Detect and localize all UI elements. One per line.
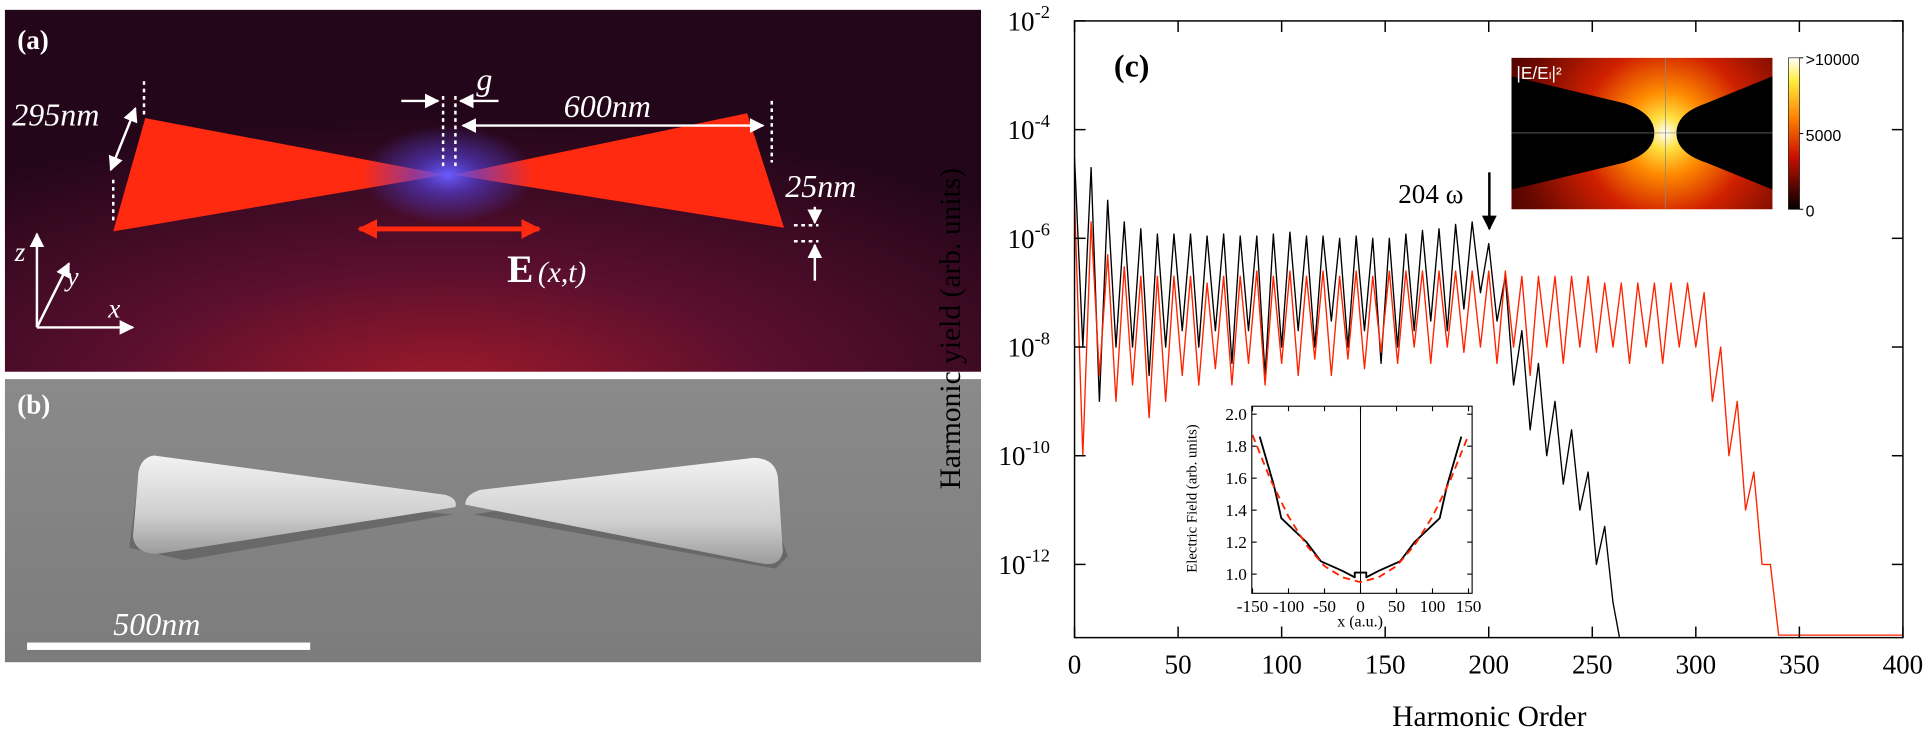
scale-bar-label: 500nm: [113, 606, 200, 642]
panel-a: (a) 295nm g 600nm 25nm E (x,t) z y x: [4, 9, 982, 372]
axis-name: z: [14, 237, 26, 267]
scale-bar: [27, 642, 311, 650]
dimension-lines: [29, 81, 823, 335]
colorbar-tick-label: 5000: [1806, 128, 1842, 145]
inset-x-axis-label: x (a.u.): [1337, 614, 1383, 631]
gap-glow: [361, 125, 535, 225]
dimension-label: 295nm: [12, 97, 99, 133]
dimension-label: 25nm: [785, 168, 856, 204]
x-axis-label: Harmonic Order: [1392, 701, 1586, 733]
bowtie-left: [132, 455, 456, 554]
inset-y-axis-label: Electric Field (arb. units): [1184, 424, 1200, 573]
series-line: [1258, 436, 1463, 579]
x-tick-label: 150: [1365, 649, 1406, 679]
x-tick-label: 100: [1261, 649, 1302, 679]
panel-c: (c) Harmonic yield (arb. units) Harmonic…: [935, 2, 1923, 733]
bowtie-left: [113, 118, 446, 232]
y-tick-label: 10-6: [1008, 220, 1050, 254]
tick-base: 10: [998, 441, 1025, 471]
y-tick-label: 10-12: [998, 546, 1050, 580]
x-tick-label: 50: [1165, 649, 1192, 679]
axis-name: y: [63, 262, 79, 292]
tick-exponent: -4: [1035, 111, 1050, 131]
annotation: 204 ω: [1398, 179, 1463, 209]
panel-label: (a): [17, 25, 49, 55]
tick-exponent: -8: [1035, 328, 1050, 348]
panel-b: (b) 500nm: [4, 379, 982, 663]
x-tick-label: 300: [1676, 649, 1717, 679]
y-tick-label: 1.0: [1225, 565, 1247, 584]
y-tick-label: 1.4: [1225, 501, 1247, 520]
y-tick-label: 10-8: [1008, 328, 1050, 362]
inset-plot: -150 -100 -50 0 50 100 150 1.0 1.2 1.4 1.6 1.8 2.0: [1225, 405, 1481, 616]
tick-base: 10: [1008, 224, 1035, 254]
x-tick-label: 200: [1468, 649, 1509, 679]
x-tick-label: 250: [1572, 649, 1613, 679]
x-tick-label: -150: [1237, 597, 1269, 616]
tick-exponent: -10: [1025, 437, 1050, 457]
y-tick-label: 2.0: [1225, 405, 1247, 424]
tick-exponent: -2: [1035, 2, 1050, 22]
field-args: (x,t): [538, 257, 586, 289]
bowtie-right: [452, 113, 785, 228]
colorbar: [1788, 57, 1800, 210]
main-plot: 0 50 100 150 200 250 300 350 40010-1210-1010-810…: [998, 2, 1923, 679]
colorbar-tick-label: 0: [1806, 204, 1815, 221]
y-tick-label: 1.8: [1225, 437, 1247, 456]
axis-name: x: [107, 294, 120, 324]
x-tick-label: 0: [1356, 597, 1365, 616]
bowtie-right: [465, 457, 783, 565]
x-tick-label: 350: [1779, 649, 1820, 679]
series-line: [1251, 434, 1470, 584]
x-tick-label: 100: [1420, 597, 1446, 616]
x-tick-label: -100: [1273, 597, 1305, 616]
height-arrow: [108, 106, 138, 172]
dimension-label: 600nm: [564, 88, 651, 124]
series-line: [1074, 200, 1903, 636]
tick-base: 10: [1008, 333, 1035, 363]
panel-label: (b): [17, 390, 50, 420]
x-tick-label: -50: [1313, 597, 1336, 616]
y-axis-label: Harmonic yield (arb. units): [935, 168, 967, 489]
tick-base: 10: [1008, 6, 1035, 36]
y-tick-label: 10-2: [1008, 2, 1050, 36]
dimension-label: g: [476, 61, 492, 97]
tick-base: 10: [998, 550, 1025, 580]
x-tick-label: 50: [1388, 597, 1405, 616]
tick-base: 10: [1008, 115, 1035, 145]
tick-exponent: -6: [1035, 220, 1050, 240]
x-tick-label: 0: [1068, 649, 1082, 679]
y-tick-label: 1.2: [1225, 533, 1247, 552]
plot-background: [1251, 406, 1473, 594]
y-tick-label: 10-4: [1008, 111, 1050, 145]
field-map-inset: |E/Eₗ|² 0 5000 >10000: [1511, 52, 1860, 221]
y-tick-label: 1.6: [1225, 469, 1247, 488]
x-tick-label: 150: [1456, 597, 1482, 616]
series-line: [1074, 158, 1621, 638]
tick-exponent: -12: [1025, 546, 1050, 566]
inset-title: |E/Eₗ|²: [1516, 63, 1562, 83]
plot-frame: [1251, 405, 1473, 594]
axis-arrow: [35, 262, 71, 328]
panel-label: (c): [1114, 47, 1150, 83]
colorbar-tick-label: >10000: [1806, 52, 1860, 69]
field-symbol: E: [507, 247, 533, 291]
y-tick-label: 10-10: [998, 437, 1050, 471]
x-tick-label: 400: [1883, 649, 1924, 679]
